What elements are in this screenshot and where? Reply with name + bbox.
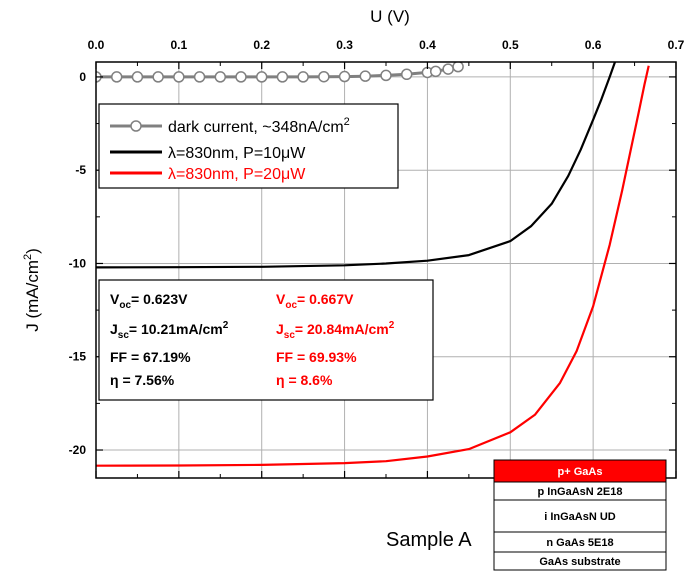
layer-4 (493, 551, 667, 571)
stat-ff-black: FF = 67.19% (110, 349, 191, 365)
legend-label-dark: dark current, ~348nA/cm2 (168, 116, 350, 136)
layer-label: p InGaAsN 2E18 (538, 486, 623, 498)
axis-tick-labels: 0.0 0.1 0.2 0.3 0.4 0.5 0.6 0.7 0 -5 -10 -15 -20 (69, 38, 685, 457)
x-tick-label: 0.7 (668, 38, 685, 52)
layer-label: p+ GaAs (558, 466, 603, 478)
data-point-dark-current (110, 71, 123, 83)
y-tick-label: -15 (69, 350, 87, 364)
x-tick-label: 0.0 (88, 38, 105, 52)
series-line-p10uw (96, 62, 617, 269)
x-tick-label: 0.4 (419, 38, 436, 52)
data-point-dark-current (214, 71, 227, 83)
x-axis-title: U (V) (370, 7, 410, 26)
data-point-dark-current (318, 70, 330, 83)
data-point-dark-current (338, 70, 351, 83)
x-tick-label: 0.6 (585, 38, 602, 52)
data-point-dark-current (131, 71, 144, 83)
layer-label: i InGaAsN UD (544, 511, 616, 523)
x-tick-label: 0.2 (253, 38, 270, 52)
stat-jsc-red: Jsc= 20.84mA/cm2 (276, 320, 395, 341)
stats-box-frame (98, 279, 434, 401)
x-tick-label: 0.3 (336, 38, 353, 52)
sample-label: Sample A (386, 529, 472, 551)
data-point-dark-current (400, 68, 413, 81)
data-point-dark-current (276, 71, 289, 83)
y-axis-title: J (mA/cm2) (22, 248, 42, 332)
y-tick-label: -20 (69, 443, 87, 457)
stat-eta-red: η = 8.6% (276, 372, 333, 388)
layer-stack: p+ GaAs p InGaAsN 2E18 i InGaAsN UD n GaAs … (493, 459, 667, 571)
data-point-dark-current (359, 70, 372, 82)
x-tick-label: 0.5 (502, 38, 519, 52)
stat-voc-black: Voc= 0.623V (110, 291, 188, 311)
data-point-dark-current (173, 71, 185, 83)
stat-ff-red: FF = 69.93% (276, 349, 357, 365)
data-point-dark-current (255, 71, 268, 83)
data-point-dark-current (429, 65, 442, 78)
legend-marker-dark (130, 120, 142, 132)
data-point-dark-current (193, 71, 206, 83)
stat-eta-black: η = 7.56% (110, 372, 175, 388)
stats-box: Voc= 0.623V Voc= 0.667V Jsc= 10.21mA/cm2… (98, 279, 434, 401)
legend: dark current, ~348nA/cm2 λ=830nm, P=10μW… (98, 103, 399, 189)
y-axis-title-sup: 2 (22, 254, 34, 260)
data-point-dark-current (152, 71, 164, 83)
data-point-dark-current (442, 63, 454, 75)
layer-label: GaAs substrate (539, 556, 620, 568)
data-point-dark-current (297, 71, 309, 83)
stat-voc-red: Voc= 0.667V (276, 291, 354, 311)
y-tick-label: 0 (79, 70, 86, 84)
data-point-dark-current (235, 71, 247, 83)
y-tick-label: -10 (69, 256, 87, 270)
markers-layer (96, 62, 464, 83)
y-tick-label: -5 (75, 163, 86, 177)
layer-2 (493, 499, 667, 533)
legend-label-p10: λ=830nm, P=10μW (168, 145, 306, 162)
layer-label: n GaAs 5E18 (546, 537, 613, 549)
series-line-p20uw (96, 65, 650, 467)
x-tick-label: 0.1 (171, 38, 188, 52)
legend-label-p20: λ=830nm, P=20μW (168, 166, 306, 183)
stat-jsc-black: Jsc= 10.21mA/cm2 (110, 320, 229, 341)
data-point-dark-current (380, 69, 392, 82)
data-point-dark-current (452, 62, 464, 73)
